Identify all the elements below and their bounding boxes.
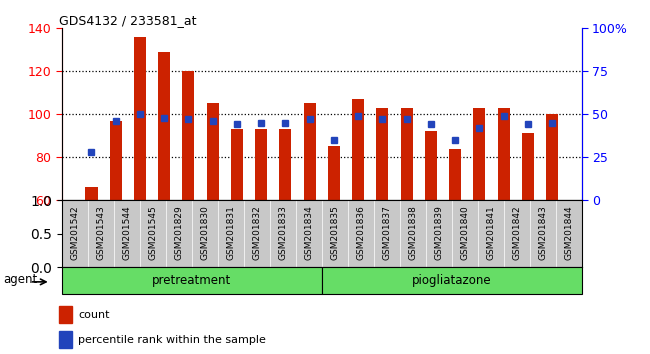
Text: GSM201835: GSM201835 <box>330 205 339 260</box>
Text: GDS4132 / 233581_at: GDS4132 / 233581_at <box>59 14 197 27</box>
Text: GSM201545: GSM201545 <box>148 205 157 260</box>
Text: GSM201836: GSM201836 <box>356 205 365 260</box>
Text: GSM201542: GSM201542 <box>70 205 79 260</box>
Text: agent: agent <box>3 273 37 286</box>
Text: GSM201834: GSM201834 <box>304 205 313 260</box>
Bar <box>207 103 218 200</box>
Text: GSM201842: GSM201842 <box>512 205 521 260</box>
Bar <box>280 129 291 200</box>
Bar <box>85 187 98 200</box>
Bar <box>58 306 72 323</box>
Text: GSM201833: GSM201833 <box>278 205 287 260</box>
Bar <box>328 146 340 200</box>
Text: GSM201831: GSM201831 <box>226 205 235 260</box>
Text: pretreatment: pretreatment <box>152 274 231 287</box>
Bar <box>255 129 267 200</box>
Text: GSM201844: GSM201844 <box>564 205 573 260</box>
Bar <box>376 108 389 200</box>
Text: GSM201544: GSM201544 <box>122 205 131 260</box>
Text: GSM201841: GSM201841 <box>486 205 495 260</box>
Bar <box>497 108 510 200</box>
Bar <box>352 99 364 200</box>
Bar <box>522 133 534 200</box>
Text: GSM201840: GSM201840 <box>460 205 469 260</box>
Bar <box>425 131 437 200</box>
Bar <box>449 149 461 200</box>
Text: GSM201839: GSM201839 <box>434 205 443 260</box>
Text: GSM201832: GSM201832 <box>252 205 261 260</box>
Text: GSM201838: GSM201838 <box>408 205 417 260</box>
Bar <box>546 114 558 200</box>
Bar <box>62 267 322 294</box>
Text: GSM201830: GSM201830 <box>200 205 209 260</box>
Bar <box>231 129 243 200</box>
Bar <box>158 52 170 200</box>
Bar <box>58 331 72 348</box>
Bar <box>134 37 146 200</box>
Text: GSM201829: GSM201829 <box>174 205 183 260</box>
Bar <box>322 267 582 294</box>
Text: percentile rank within the sample: percentile rank within the sample <box>78 335 266 344</box>
Bar <box>304 103 316 200</box>
Bar <box>110 121 122 200</box>
Text: count: count <box>78 310 109 320</box>
Text: GSM201843: GSM201843 <box>538 205 547 260</box>
Text: GSM201837: GSM201837 <box>382 205 391 260</box>
Bar <box>473 108 486 200</box>
Bar <box>400 108 413 200</box>
Bar <box>183 71 194 200</box>
Text: piogliatazone: piogliatazone <box>412 274 491 287</box>
Text: GSM201543: GSM201543 <box>96 205 105 260</box>
